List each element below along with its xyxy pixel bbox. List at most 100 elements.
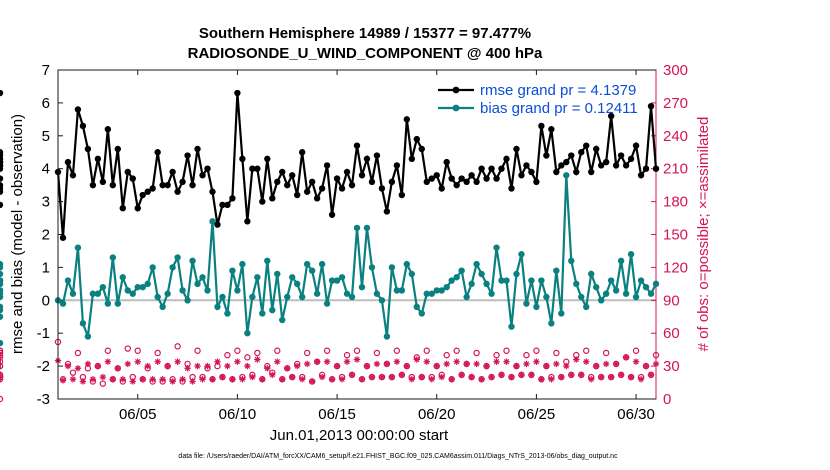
obs-assimilated-marker — [597, 373, 605, 381]
bias-point — [194, 280, 201, 288]
obs-possible-marker — [503, 347, 510, 354]
rmse-point — [199, 172, 206, 179]
bias-point — [0, 303, 4, 311]
rmse-point — [254, 165, 261, 172]
bias-point — [154, 293, 161, 301]
obs-assimilated-marker — [433, 362, 440, 370]
obs-possible-marker — [234, 347, 241, 354]
obs-possible-marker — [583, 347, 590, 354]
y-axis-label-right: # of obs: o=possible; ×=assimilated — [695, 117, 712, 352]
bias-point — [423, 290, 430, 297]
bias-point — [393, 287, 401, 294]
rmse-point — [418, 145, 425, 153]
bias-point — [468, 280, 475, 288]
bias-point — [199, 274, 206, 281]
rmse-point — [294, 191, 301, 199]
obs-assimilated-marker — [632, 358, 640, 365]
bias-point — [214, 303, 221, 311]
rmse-point — [284, 181, 291, 189]
obs-assimilated-marker — [199, 376, 206, 383]
rmse-point — [627, 155, 635, 163]
bias-point — [59, 300, 67, 307]
rmse-point — [119, 204, 126, 212]
rmse-point — [498, 165, 505, 172]
bias-point — [328, 277, 336, 284]
obs-assimilated-marker — [114, 365, 121, 372]
rmse-point — [69, 172, 77, 179]
obs-assimilated-marker — [69, 376, 77, 383]
bias-point — [583, 303, 590, 311]
y-right-tick-label: 300 — [663, 62, 688, 79]
rmse-point — [573, 168, 580, 176]
obs-assimilated-marker — [458, 371, 465, 379]
obs-assimilated-marker — [443, 360, 450, 368]
obs-possible-marker — [0, 354, 4, 361]
rmse-point — [99, 178, 107, 186]
bias-point — [294, 280, 301, 288]
obs-assimilated-marker — [74, 365, 82, 372]
bias-point — [289, 274, 296, 281]
bias-point — [279, 316, 286, 324]
bias-point — [79, 320, 87, 327]
bias-point — [303, 260, 311, 268]
obs-possible-marker — [194, 347, 201, 354]
obs-assimilated-marker — [593, 362, 600, 370]
bias-point — [313, 290, 321, 297]
bias-point — [129, 290, 136, 297]
obs-possible-marker — [353, 347, 361, 354]
bias-point — [622, 290, 630, 297]
footnote: data file: /Users/raeder/DAI/ATM_forcXX/… — [178, 453, 618, 460]
rmse-point — [129, 175, 136, 182]
rmse-point — [204, 165, 211, 172]
rmse-point — [453, 181, 460, 189]
rmse-point — [303, 188, 311, 195]
obs-assimilated-marker — [279, 376, 286, 383]
bias-point — [244, 330, 251, 337]
rmse-point — [488, 165, 495, 172]
rmse-point — [64, 158, 72, 166]
rmse-point — [144, 188, 151, 195]
obs-possible-marker — [473, 349, 480, 357]
rmse-point — [408, 155, 416, 163]
obs-assimilated-marker — [612, 360, 620, 368]
rmse-point — [553, 168, 560, 176]
y-tick-label: -2 — [37, 358, 50, 375]
obs-possible-marker — [99, 380, 107, 387]
y-right-tick-label: 180 — [663, 194, 688, 211]
obs-possible-marker — [343, 351, 351, 359]
bias-point — [0, 280, 4, 288]
obs-possible-marker — [443, 351, 450, 359]
obs-assimilated-marker — [348, 371, 356, 379]
bias-series — [0, 172, 660, 347]
bias-point — [119, 274, 126, 281]
y-tick-label: 3 — [42, 194, 50, 211]
bias-point — [543, 293, 550, 301]
obs-assimilated-marker — [438, 373, 445, 381]
y-tick-label: -1 — [37, 325, 50, 342]
rmse-point — [104, 126, 112, 133]
obs-assimilated-marker — [154, 358, 161, 365]
rmse-point — [398, 191, 406, 199]
y-tick-label: 0 — [42, 292, 50, 309]
rmse-point — [229, 195, 236, 202]
obs-assimilated-marker — [448, 376, 455, 383]
obs-assimilated-marker — [363, 362, 371, 370]
rmse-point — [558, 162, 565, 169]
rmse-point — [388, 178, 396, 186]
obs-assimilated-marker — [184, 365, 191, 372]
obs-assimilated-marker — [637, 376, 645, 383]
obs-assimilated-marker — [388, 373, 396, 381]
bias-point — [503, 277, 510, 284]
bias-point — [269, 306, 276, 314]
obs-assimilated-marker — [294, 362, 301, 370]
bias-point — [373, 290, 381, 297]
rmse-point — [239, 155, 246, 163]
chart-subtitle: RADIOSONDE_U_WIND_COMPONENT @ 400 hPa — [188, 45, 543, 62]
obs-assimilated-marker — [269, 371, 276, 379]
rmse-point — [433, 172, 440, 179]
obs-possible-marker — [453, 347, 460, 354]
obs-assimilated-marker — [179, 376, 186, 383]
bias-point — [578, 293, 585, 301]
bias-point — [94, 290, 102, 297]
x-tick-label: 06/15 — [318, 406, 356, 423]
